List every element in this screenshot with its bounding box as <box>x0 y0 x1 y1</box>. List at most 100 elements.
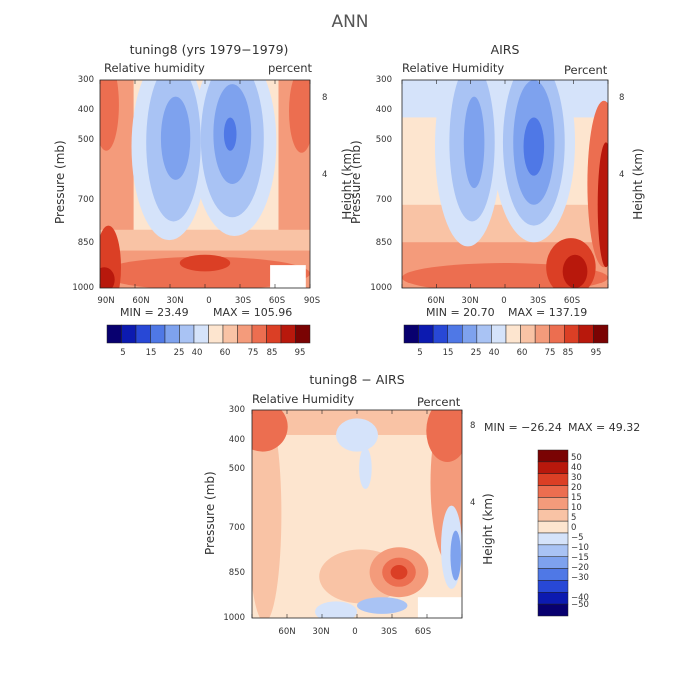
panel2-xtick: 30S <box>529 296 547 306</box>
panel1-xtick: 90S <box>303 296 321 306</box>
panel1-colorbar-label: 95 <box>294 348 306 358</box>
panel1-xtick: 0 <box>206 296 212 306</box>
panel2-contour <box>562 254 588 288</box>
panel3-colorbar-label: −15 <box>571 553 589 563</box>
panel2-xtick: 30N <box>461 296 479 306</box>
panel1-colorbar-label: 60 <box>219 348 231 358</box>
panel3-title: tuning8 − AIRS <box>309 372 405 387</box>
panel2-colorbar-label: 95 <box>590 348 602 358</box>
panel2-ytick: 850 <box>375 238 392 248</box>
panel2-colorbar-label: 25 <box>470 348 482 358</box>
panel2-colorbar-label: 60 <box>516 348 528 358</box>
panel2-ytick: 500 <box>375 135 392 145</box>
panel1-contour <box>223 117 237 151</box>
panel1-xtick: 60S <box>268 296 286 306</box>
panel2-ytick: 400 <box>375 105 392 115</box>
panel2-ytick: 1000 <box>370 283 392 293</box>
panel3-colorbar-swatch <box>537 568 569 581</box>
page-title: ANN <box>331 12 369 32</box>
panel3-colorbar-swatch <box>537 603 569 617</box>
panel3-y2tick: 8 <box>470 421 476 431</box>
panel3-colorbar-swatch <box>537 497 569 510</box>
panel3-ytick: 400 <box>228 435 245 445</box>
panel2-xtick: 0 <box>501 296 507 306</box>
panel1-colorbar-label: 85 <box>266 348 278 358</box>
panel1-contour <box>100 80 119 151</box>
panel3-contour <box>426 410 462 462</box>
panel3-colorbar-swatch <box>537 532 569 546</box>
panel3-contour <box>357 597 408 614</box>
panel3-contour <box>336 418 378 452</box>
panel1-colorbar-label: 75 <box>247 348 259 358</box>
panel2-title: AIRS <box>490 42 520 57</box>
panel3-colorbar-label: 50 <box>571 453 582 463</box>
panel1-contour <box>160 96 191 180</box>
panel3-colorbar-swatch <box>537 461 569 474</box>
panel2-min: MIN = 20.70 <box>426 306 495 319</box>
panel3-ytick: 1000 <box>223 613 245 623</box>
panel3-colorbar-label: 30 <box>571 473 582 483</box>
panel1-colorbar-label: 25 <box>173 348 185 358</box>
panel3-right-label: Percent <box>417 395 461 409</box>
panel3-min: MIN = −26.24 <box>484 421 562 434</box>
panel3-xtick: 0 <box>352 627 358 637</box>
panel2-contour <box>597 142 608 268</box>
panel1-colorbar-label: 40 <box>191 348 203 358</box>
panel3-colorbar-swatch <box>537 544 569 557</box>
panel2-ytick: 700 <box>375 195 392 205</box>
panel3-left-label: Relative Humidity <box>252 392 355 406</box>
panel3-contour <box>315 601 357 618</box>
panel3-field <box>252 410 462 618</box>
panel3-colorbar-swatch <box>537 520 569 534</box>
panel3-contour <box>450 530 461 581</box>
panel1-colorbar-label: 5 <box>120 348 126 358</box>
panel3-colorbar-label: 10 <box>571 503 582 513</box>
panel1-contour <box>100 267 115 288</box>
panel3-colorbar-label: −30 <box>571 573 589 583</box>
panel2-xtick: 60N <box>427 296 445 306</box>
panel1-colorbar-label: 15 <box>145 348 157 358</box>
panel1-ytick: 300 <box>77 75 94 85</box>
panel1-ytick: 700 <box>77 195 94 205</box>
panel3-colorbar-label: −40 <box>571 593 589 603</box>
panel1-right-label: percent <box>268 61 313 75</box>
panel1-xtick: 30S <box>234 296 252 306</box>
panel3-contour <box>390 564 408 580</box>
panel1-contour <box>270 265 306 288</box>
panel2-colorbar-label: 40 <box>488 348 500 358</box>
panel1-xtick: 30N <box>166 296 184 306</box>
panel1-y2tick: 8 <box>322 93 328 103</box>
panel2-colorbar-label: 85 <box>562 348 574 358</box>
panel3-colorbar-label: 0 <box>571 523 577 533</box>
panel3-contour <box>252 410 282 618</box>
panel2-field <box>402 80 608 288</box>
panel2-colorbar-swatch <box>593 324 609 344</box>
panel1-ytick: 1000 <box>72 283 94 293</box>
panel1-ytick: 400 <box>77 105 94 115</box>
panel2-y2tick: 8 <box>619 93 625 103</box>
panel3-xtick: 60S <box>414 627 432 637</box>
panel1-colorbar-swatch <box>295 324 311 344</box>
panel1-xtick: 60N <box>132 296 150 306</box>
panel3-colorbar-swatch <box>537 592 569 605</box>
panel1-contour <box>289 80 310 153</box>
panel1-contour <box>179 254 231 272</box>
panel3-colorbar-swatch <box>537 473 569 486</box>
panel3-colorbar-label: 40 <box>571 463 582 473</box>
panel2-max: MAX = 137.19 <box>508 306 588 319</box>
panel3-colorbar-swatch <box>537 556 569 569</box>
panel3-ytick: 300 <box>228 405 245 415</box>
panel3-ytick: 850 <box>228 568 245 578</box>
panel2-colorbar-label: 5 <box>417 348 423 358</box>
panel2-y2tick: 4 <box>619 170 625 180</box>
panel3-contour <box>417 597 462 618</box>
panel1-xtick: 90N <box>97 296 115 306</box>
panel3-colorbar-label: 5 <box>571 513 577 523</box>
panel3-colorbar-label: −20 <box>571 563 589 573</box>
